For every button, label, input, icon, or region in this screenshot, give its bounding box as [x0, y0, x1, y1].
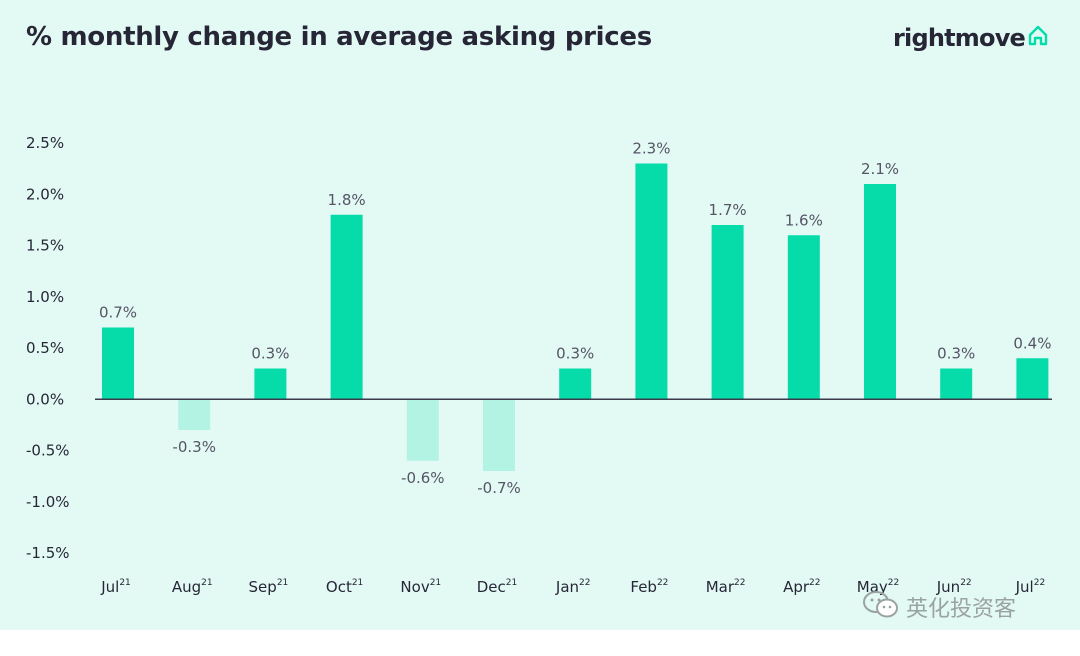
data-label: 0.4% — [1013, 334, 1051, 352]
data-label: -0.7% — [477, 479, 521, 497]
x-tick-label: Oct21 — [326, 578, 363, 596]
data-label: 1.7% — [709, 201, 747, 219]
bar — [635, 163, 668, 400]
bar-chart: 2.5% 2.0% 1.5% 1.0% 0.5% 0.0% -0.5% -1.0% -1.5% 0… — [26, 134, 1052, 596]
x-tick-label: Feb22 — [630, 578, 668, 596]
y-tick-label: 1.0% — [26, 288, 64, 306]
data-label: 2.1% — [861, 160, 899, 178]
data-label: 0.7% — [99, 304, 137, 322]
data-label: -0.6% — [401, 469, 445, 487]
x-tick-label: Mar22 — [706, 578, 746, 596]
y-tick-label: 0.5% — [26, 339, 64, 357]
y-tick-label: 2.0% — [26, 185, 64, 203]
bar — [1016, 358, 1049, 400]
bar — [940, 368, 973, 400]
watermark-text: 英化投资客 — [906, 597, 1017, 622]
house-icon — [1027, 24, 1049, 50]
y-tick-label: -1.5% — [26, 544, 70, 562]
data-label: 0.3% — [556, 345, 594, 363]
bar — [330, 214, 363, 400]
brand-logo: rightmove — [893, 24, 1049, 52]
y-tick-label: 2.5% — [26, 134, 64, 152]
y-tick-label: 0.0% — [26, 390, 64, 408]
x-tick-label: Jul21 — [100, 578, 131, 596]
data-label: 2.3% — [632, 140, 670, 158]
x-tick-label: Aug21 — [172, 578, 213, 596]
x-tick-label: May22 — [857, 578, 899, 596]
x-tick-label: Jan22 — [555, 578, 591, 596]
x-tick-label: Jun22 — [936, 578, 972, 596]
bar — [102, 327, 134, 400]
brand-name: rightmove — [893, 24, 1026, 52]
y-tick-label: 1.5% — [26, 237, 64, 255]
x-tick-label: Jul22 — [1015, 578, 1046, 596]
bar — [483, 399, 515, 471]
chart-panel — [0, 0, 1080, 630]
y-tick-label: -0.5% — [26, 442, 70, 460]
x-tick-label: Apr22 — [783, 578, 820, 596]
bar — [864, 184, 896, 400]
x-tick-label: Nov21 — [400, 578, 441, 596]
x-tick-label: Dec21 — [477, 578, 517, 596]
bar — [178, 399, 211, 430]
bar — [787, 235, 820, 400]
data-label: 0.3% — [937, 345, 975, 363]
bar — [559, 368, 592, 400]
data-label: -0.3% — [172, 438, 216, 456]
x-tick-label: Sep21 — [249, 578, 289, 596]
data-label: 0.3% — [251, 345, 289, 363]
bar — [711, 225, 744, 400]
page-title: % monthly change in average asking price… — [26, 22, 652, 52]
data-label: 1.6% — [785, 211, 823, 229]
bar — [254, 368, 287, 400]
y-tick-label: -1.0% — [26, 493, 70, 511]
wechat-icon — [862, 590, 900, 624]
data-label: 1.8% — [328, 191, 366, 209]
watermark: 英化投资客 — [862, 590, 1016, 624]
bar — [406, 399, 439, 461]
